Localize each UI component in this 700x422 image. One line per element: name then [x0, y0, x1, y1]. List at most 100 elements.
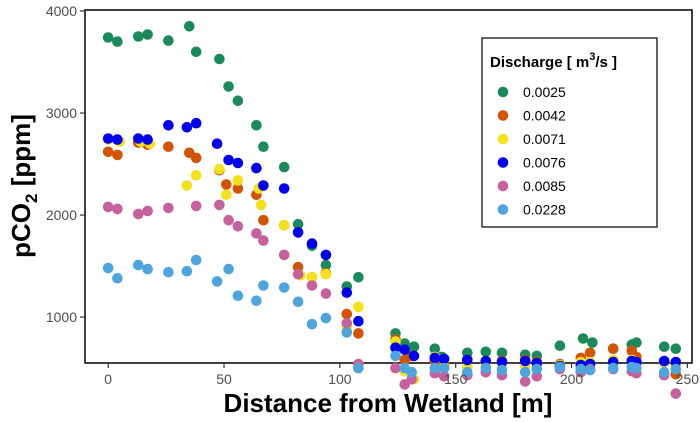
data-point-series-0-3 [142, 29, 153, 40]
data-point-series-5-10 [251, 295, 262, 307]
data-point-series-5-28 [554, 361, 566, 373]
data-point-series-3-10 [251, 162, 262, 174]
data-point-series-0-24 [480, 346, 492, 358]
data-point-series-3-1 [112, 134, 123, 145]
data-point-series-3-4 [163, 120, 174, 131]
data-point-series-1-4 [163, 141, 174, 152]
data-point-series-0-35 [670, 343, 682, 355]
legend-title: Discharge [ m3/s ] [490, 51, 617, 71]
data-point-series-0-8 [223, 81, 234, 92]
data-point-series-3-14 [306, 238, 318, 249]
data-point-series-5-11 [258, 280, 269, 291]
legend-key-3 [497, 157, 509, 168]
legend-key-5 [497, 204, 509, 215]
data-point-series-5-24 [480, 362, 492, 374]
data-point-series-0-29 [577, 333, 589, 344]
data-point-series-4-3 [142, 205, 153, 217]
y-tick-label-0: 1000 [46, 309, 77, 325]
legend-items: 0.0025 0.0042 0.0071 0.0076 0.0085 0.0228 [497, 84, 566, 218]
data-point-series-5-3 [142, 263, 153, 275]
data-point-series-3-11 [258, 180, 269, 191]
legend-label-0: 0.0025 [523, 84, 566, 100]
data-point-series-0-21 [429, 343, 441, 355]
data-point-series-3-12 [278, 183, 290, 194]
data-point-series-2-6 [214, 163, 225, 175]
data-point-series-1-17 [353, 328, 364, 339]
data-point-series-5-7 [211, 276, 223, 287]
data-point-series-3-21 [429, 352, 441, 364]
data-point-series-0-15 [320, 259, 332, 271]
data-point-series-1-8 [221, 179, 232, 190]
data-point-series-5-2 [133, 259, 144, 271]
data-point-series-5-13 [292, 296, 304, 308]
legend-label-4: 0.0085 [523, 178, 566, 194]
data-point-series-4-34 [670, 388, 682, 399]
data-point-series-4-11 [278, 249, 290, 261]
data-point-series-2-13 [306, 272, 318, 283]
x-tick-label-4: 200 [560, 371, 584, 387]
data-point-series-0-0 [102, 32, 114, 43]
data-point-series-5-5 [181, 265, 193, 277]
data-point-series-0-2 [133, 31, 144, 42]
data-point-series-0-34 [658, 341, 670, 353]
y-axis-title-main: pCO [6, 203, 36, 258]
legend-title-tail: /s ] [595, 54, 617, 71]
data-point-series-1-9 [232, 183, 244, 194]
x-tick-label-2: 100 [328, 371, 352, 387]
data-point-series-5-20 [406, 366, 418, 378]
data-point-series-2-16 [353, 301, 364, 313]
data-point-series-0-25 [496, 347, 508, 359]
y-tick-label-3: 4000 [46, 3, 77, 19]
data-point-series-5-8 [223, 263, 234, 275]
data-point-series-0-1 [112, 36, 123, 47]
data-point-series-5-6 [190, 254, 202, 266]
data-point-series-5-34 [658, 366, 670, 378]
data-point-series-2-4 [181, 180, 193, 191]
data-point-series-5-30 [584, 364, 596, 376]
data-point-series-0-33 [631, 337, 642, 348]
data-point-series-4-7 [223, 214, 234, 226]
data-point-series-1-0 [102, 146, 114, 158]
legend-key-1 [497, 110, 509, 121]
data-point-series-3-16 [341, 287, 353, 298]
data-point-series-0-13 [292, 218, 304, 230]
y-axis-title-subscript: 2 [22, 194, 41, 203]
data-point-series-5-16 [341, 327, 353, 338]
data-point-series-3-7 [211, 138, 223, 149]
data-point-series-3-3 [142, 134, 153, 145]
data-point-series-3-9 [232, 157, 244, 169]
data-point-series-5-22 [438, 362, 450, 374]
data-point-series-3-8 [223, 154, 234, 166]
data-point-series-4-12 [292, 268, 304, 280]
legend-label-2: 0.0071 [523, 131, 566, 147]
x-axis-ticks: 0 50 100 150 200 250 [104, 363, 699, 387]
data-point-series-4-17 [390, 362, 401, 374]
legend-label-3: 0.0076 [523, 155, 566, 171]
data-point-series-0-28 [554, 340, 566, 352]
data-point-series-2-5 [190, 170, 202, 181]
data-point-series-4-13 [306, 280, 318, 291]
data-point-series-4-21 [438, 371, 450, 382]
y-tick-label-2: 3000 [46, 105, 77, 121]
data-point-series-5-1 [112, 273, 123, 284]
data-point-series-4-2 [133, 208, 144, 220]
data-point-series-4-0 [102, 201, 114, 213]
data-point-series-5-15 [320, 312, 332, 324]
x-tick-label-0: 0 [104, 371, 112, 387]
data-point-series-4-14 [320, 288, 332, 299]
data-point-series-0-4 [163, 35, 174, 46]
data-point-series-5-33 [631, 362, 642, 374]
data-point-series-5-27 [531, 363, 543, 375]
data-point-series-5-14 [306, 318, 318, 330]
data-point-series-5-23 [462, 366, 473, 378]
data-point-series-3-2 [133, 133, 144, 144]
data-point-series-3-25 [496, 356, 508, 368]
data-point-series-0-9 [232, 95, 244, 107]
data-point-series-4-15 [341, 317, 353, 329]
data-point-series-1-30 [584, 347, 596, 359]
data-point-series-5-18 [390, 350, 401, 362]
x-tick-label-3: 150 [444, 371, 468, 387]
legend-title-superscript: 3 [589, 51, 595, 63]
data-point-series-4-9 [251, 228, 262, 239]
data-point-series-3-17 [353, 315, 364, 327]
